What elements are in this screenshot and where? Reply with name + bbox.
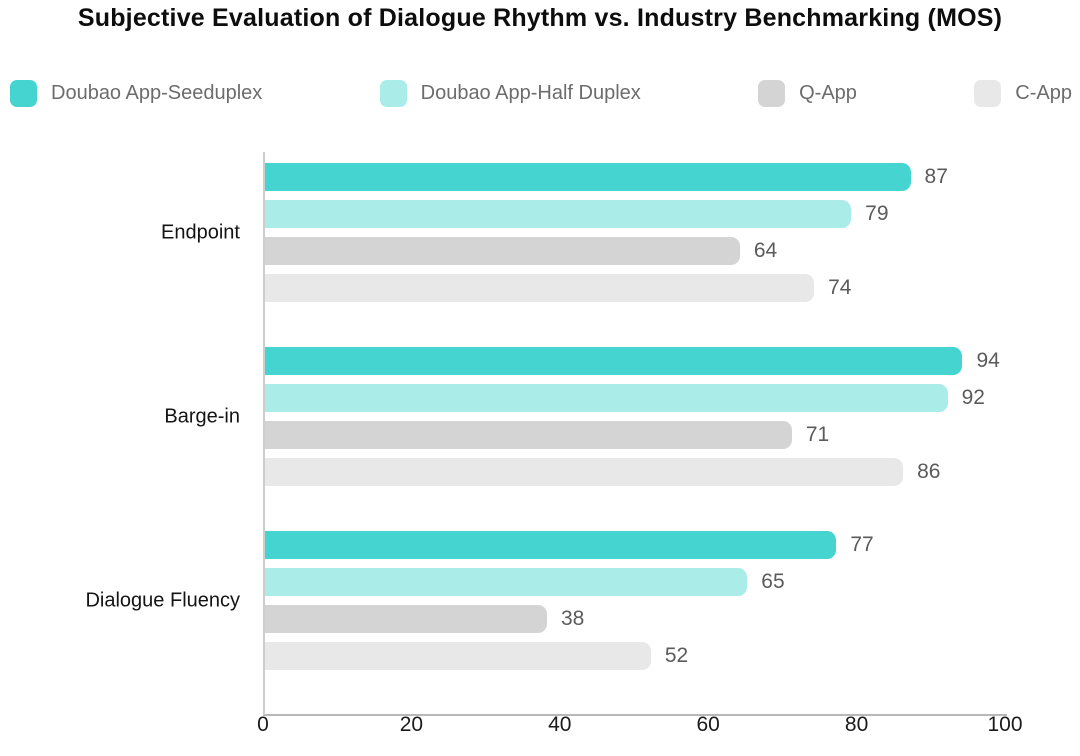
bar-value-label: 65 xyxy=(761,570,785,593)
bar-row: 64 xyxy=(265,237,1007,265)
bar-group: Barge-in 94 92 71 86 xyxy=(164,347,1007,486)
bar xyxy=(265,274,815,302)
bar xyxy=(265,237,740,265)
x-tick-label: 60 xyxy=(696,713,720,736)
bar xyxy=(265,458,904,486)
legend-label: Doubao App-Seeduplex xyxy=(51,81,263,104)
bar-row: 71 xyxy=(265,421,1007,449)
bar-value-label: 79 xyxy=(865,202,889,225)
bar-value-label: 94 xyxy=(976,349,1000,372)
bar-row: 38 xyxy=(265,605,1007,633)
bar-row: 94 xyxy=(265,347,1007,375)
legend-item-4: C-App xyxy=(974,79,1072,107)
bar-row: 52 xyxy=(265,642,1007,670)
legend-label: Doubao App-Half Duplex xyxy=(420,81,641,104)
legend-swatch-icon xyxy=(10,79,37,107)
bar xyxy=(265,531,837,559)
legend-item-1: Doubao App-Seeduplex xyxy=(10,79,263,107)
legend-label: C-App xyxy=(1015,81,1072,104)
bar-row: 74 xyxy=(265,274,1007,302)
legend-item-2: Doubao App-Half Duplex xyxy=(379,79,641,107)
bar xyxy=(265,384,948,412)
legend-swatch-icon xyxy=(974,79,1002,107)
bar-group: Dialogue Fluency 77 65 38 52 xyxy=(85,531,1007,670)
bar xyxy=(265,200,852,228)
bar-value-label: 52 xyxy=(664,644,689,667)
bar-row: 87 xyxy=(265,163,1007,191)
bar-row: 79 xyxy=(265,200,1007,228)
x-tick-label: 20 xyxy=(399,713,424,736)
bar-value-label: 74 xyxy=(828,276,852,299)
bar xyxy=(265,568,748,596)
bar xyxy=(265,421,792,449)
legend: Doubao App-Seeduplex Doubao App-Half Dupl… xyxy=(10,78,1072,108)
x-tick-label: 0 xyxy=(257,713,269,736)
chart-title: Subjective Evaluation of Dialogue Rhythm… xyxy=(77,4,1003,32)
bar-value-label: 71 xyxy=(805,423,830,446)
legend-swatch-icon xyxy=(379,79,407,107)
bar xyxy=(265,163,911,191)
bar-value-label: 92 xyxy=(961,386,985,409)
bar-value-label: 77 xyxy=(850,533,874,556)
bar-row: 65 xyxy=(265,568,1007,596)
category-label: Barge-in xyxy=(164,405,240,427)
category-label: Endpoint xyxy=(161,221,240,243)
x-tick-label: 40 xyxy=(548,713,572,736)
bar-row: 86 xyxy=(265,458,1007,486)
bar-group: Endpoint 87 79 64 74 xyxy=(161,163,1007,302)
bar xyxy=(265,642,651,670)
bar xyxy=(265,605,547,633)
x-tick-label: 80 xyxy=(844,713,869,736)
bar-value-label: 86 xyxy=(917,460,941,483)
plot-area: Endpoint 87 79 64 74 Barge-in 94 92 71 86 Dialogue… xyxy=(85,152,1007,716)
bar-value-label: 38 xyxy=(560,607,585,630)
bar-value-label: 87 xyxy=(924,165,948,188)
bar-row: 92 xyxy=(265,384,1007,412)
legend-label: Q-App xyxy=(799,81,857,104)
legend-swatch-icon xyxy=(758,79,786,107)
bar-row: 77 xyxy=(265,531,1007,559)
x-tick-label: 100 xyxy=(987,713,1023,736)
bar xyxy=(265,347,963,375)
category-label: Dialogue Fluency xyxy=(85,589,240,611)
bar-value-label: 64 xyxy=(753,239,778,262)
x-axis: 0 20 40 60 80 100 xyxy=(257,713,1022,743)
legend-item-3: Q-App xyxy=(758,79,857,107)
